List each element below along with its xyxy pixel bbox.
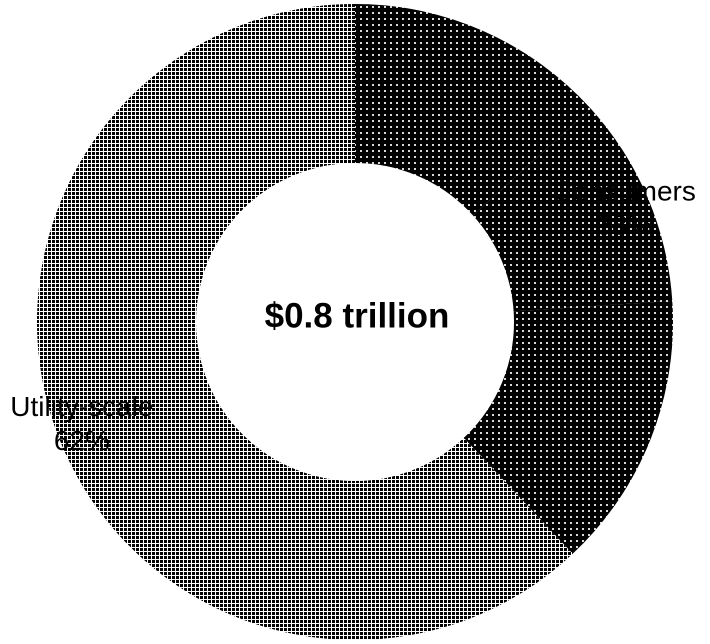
center-label: $0.8 trillion [265,296,450,335]
segment-value: 62% [54,425,110,456]
segment-value: 38% [596,209,652,240]
segment-label-utility-scale: Utility-scale 62% [10,391,153,456]
segment-labels: Consumers 38% Utility-scale 62% [10,175,696,456]
segment-name: Consumers [553,175,696,206]
segment-label-consumers: Consumers 38% [553,175,696,240]
donut-hole [196,163,514,481]
segment-name: Utility-scale [10,391,153,422]
